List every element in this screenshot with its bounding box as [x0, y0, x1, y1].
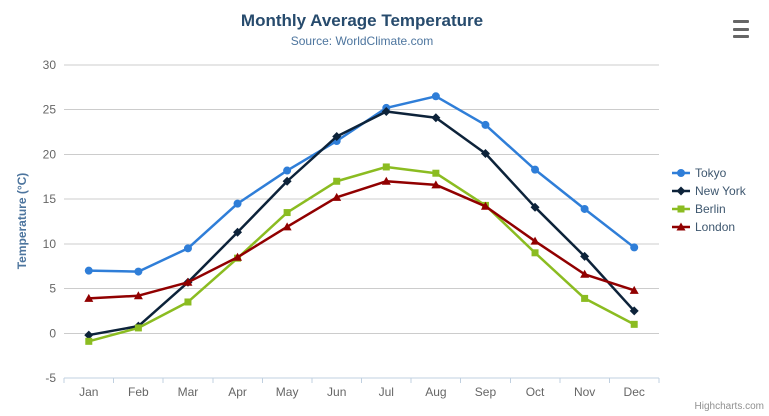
data-point-new-york[interactable] — [431, 113, 441, 123]
x-category-label: Mar — [178, 385, 199, 399]
x-category-label: Aug — [425, 385, 446, 399]
series-line-tokyo — [87, 95, 636, 273]
data-point-berlin[interactable] — [531, 249, 539, 257]
x-category-label: Feb — [128, 385, 149, 399]
data-point-berlin[interactable] — [85, 337, 93, 345]
y-tick-label: 10 — [43, 237, 57, 251]
legend-marker-icon — [672, 205, 690, 213]
data-point-tokyo[interactable] — [481, 120, 490, 129]
data-point-tokyo[interactable] — [233, 199, 242, 208]
data-point-new-york[interactable] — [233, 227, 243, 237]
legend-marker-shape[interactable] — [676, 222, 686, 231]
x-category-label: Dec — [624, 385, 645, 399]
data-point-london[interactable] — [233, 252, 243, 261]
data-point-new-york[interactable] — [480, 149, 490, 159]
x-category-label: Nov — [574, 385, 595, 399]
hamburger-bar — [733, 35, 749, 38]
legend: Tokyo New York Berlin London — [672, 164, 746, 236]
x-category-label: Apr — [228, 385, 247, 399]
legend-marker-icon — [672, 169, 690, 177]
data-point-london[interactable] — [580, 269, 590, 278]
legend-item-london[interactable]: London — [672, 218, 746, 236]
data-point-new-york[interactable] — [84, 330, 94, 340]
hamburger-bar — [733, 27, 749, 31]
data-point-berlin[interactable] — [432, 169, 440, 177]
data-point-london[interactable] — [183, 277, 193, 286]
legend-marker-shape[interactable] — [677, 205, 685, 213]
data-point-new-york[interactable] — [332, 132, 342, 142]
credits-link[interactable]: Highcharts.com — [694, 401, 764, 412]
series-line-new-york — [87, 110, 636, 337]
legend-label: Berlin — [695, 202, 726, 216]
data-point-berlin[interactable] — [184, 298, 192, 306]
data-point-new-york[interactable] — [530, 202, 540, 212]
chart-subtitle: Source: WorldClimate.com — [290, 34, 434, 48]
x-category-label: Oct — [526, 385, 545, 399]
data-point-tokyo[interactable] — [580, 204, 589, 213]
legend-marker-shape[interactable] — [676, 186, 686, 196]
x-category-label: Jun — [327, 385, 346, 399]
y-tick-label: 30 — [43, 58, 57, 72]
data-point-tokyo[interactable] — [134, 267, 143, 276]
data-point-london[interactable] — [332, 192, 342, 201]
legend-item-tokyo[interactable]: Tokyo — [672, 164, 746, 182]
legend-label: New York — [695, 184, 746, 198]
data-point-berlin[interactable] — [333, 177, 341, 185]
y-tick-label: 15 — [43, 192, 57, 206]
data-point-berlin[interactable] — [630, 320, 638, 328]
data-point-tokyo[interactable] — [630, 243, 639, 252]
hamburger-menu-icon[interactable] — [731, 18, 755, 40]
data-point-tokyo[interactable] — [283, 166, 292, 175]
data-point-tokyo[interactable] — [431, 92, 440, 101]
legend-label: London — [695, 220, 736, 234]
data-point-new-york[interactable] — [381, 107, 391, 117]
data-point-new-york[interactable] — [580, 251, 590, 261]
x-category-label: May — [276, 385, 299, 399]
legend-marker-shape[interactable] — [677, 169, 685, 177]
data-point-tokyo[interactable] — [183, 244, 192, 253]
y-tick-label: -5 — [45, 371, 56, 385]
legend-marker-icon — [672, 222, 690, 231]
y-tick-label: 5 — [49, 282, 56, 296]
x-category-label: Jul — [379, 385, 394, 399]
data-point-london[interactable] — [381, 176, 391, 185]
data-point-berlin[interactable] — [283, 209, 291, 217]
data-point-london[interactable] — [629, 285, 639, 294]
legend-item-new-york[interactable]: New York — [672, 182, 746, 200]
series-line-london — [87, 180, 636, 300]
chart-title: Monthly Average Temperature — [240, 11, 484, 30]
y-tick-label: 20 — [43, 147, 57, 161]
data-point-london[interactable] — [480, 201, 490, 210]
data-point-london[interactable] — [282, 222, 292, 231]
data-point-new-york[interactable] — [282, 176, 292, 186]
data-point-london[interactable] — [133, 291, 143, 300]
hamburger-bar — [733, 20, 749, 23]
legend-marker-icon — [672, 186, 690, 196]
data-point-tokyo[interactable] — [531, 165, 540, 174]
data-point-london[interactable] — [84, 293, 94, 302]
data-point-london[interactable] — [530, 236, 540, 245]
data-point-tokyo[interactable] — [84, 266, 93, 275]
legend-item-berlin[interactable]: Berlin — [672, 200, 746, 218]
data-point-berlin[interactable] — [581, 294, 589, 302]
data-point-london[interactable] — [431, 180, 441, 189]
x-category-label: Sep — [475, 385, 497, 399]
series-line-berlin — [87, 165, 636, 343]
x-category-label: Jan — [79, 385, 98, 399]
data-point-new-york[interactable] — [629, 306, 639, 316]
y-tick-label: 25 — [43, 103, 57, 117]
data-point-berlin[interactable] — [134, 324, 142, 332]
y-tick-label: 0 — [49, 326, 56, 340]
legend-label: Tokyo — [695, 166, 727, 180]
data-point-berlin[interactable] — [382, 163, 390, 171]
